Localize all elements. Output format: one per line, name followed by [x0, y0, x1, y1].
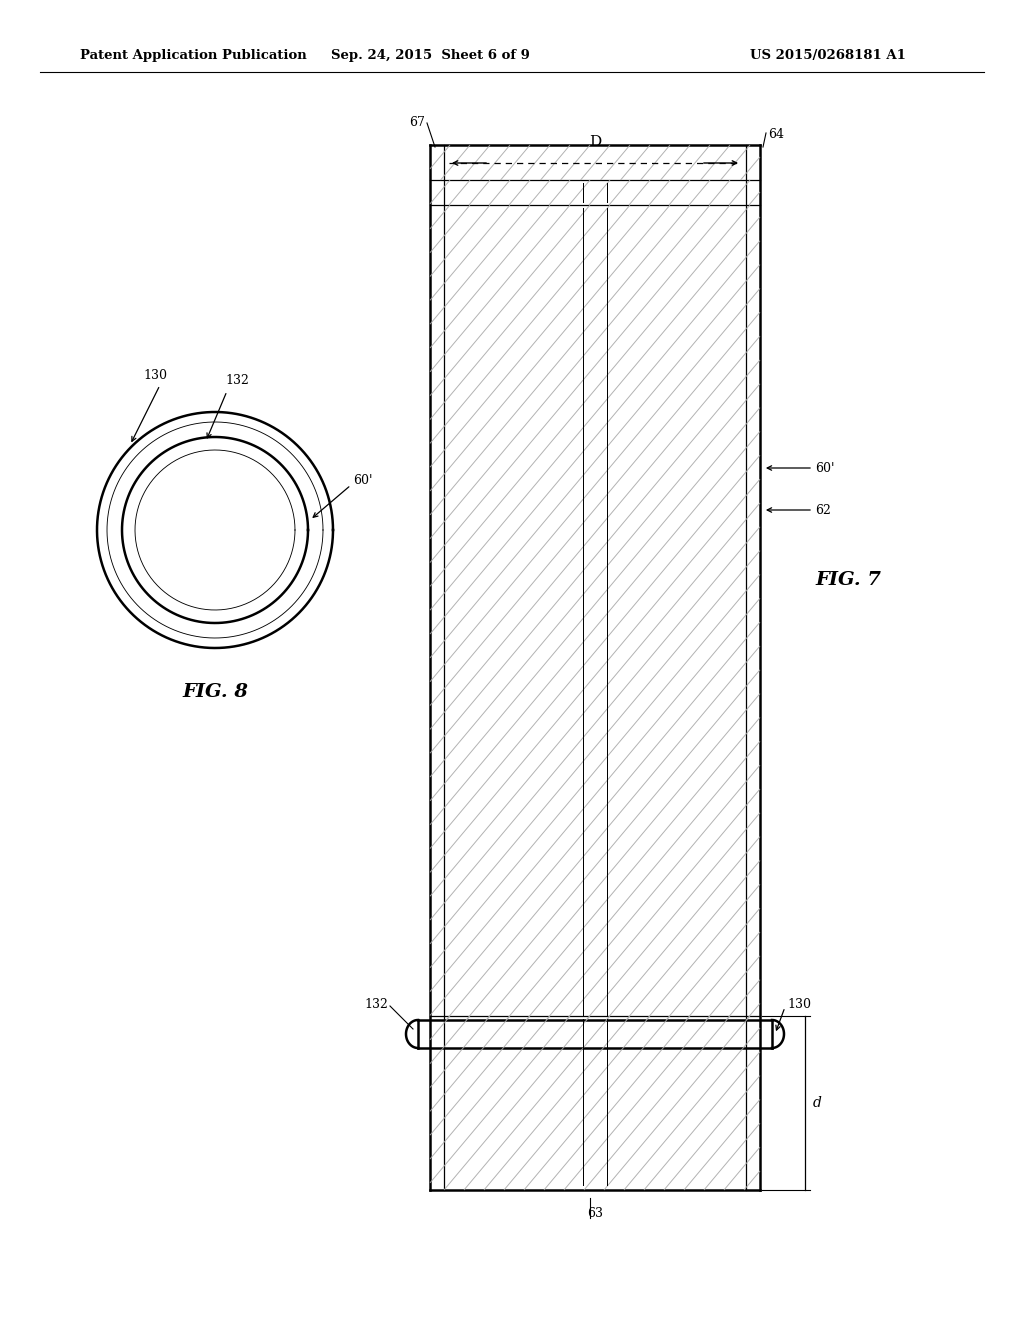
- Text: 67: 67: [410, 116, 425, 129]
- Text: D: D: [589, 135, 601, 149]
- Text: 130: 130: [143, 370, 167, 381]
- Text: FIG. 7: FIG. 7: [815, 572, 881, 589]
- Text: 132: 132: [225, 374, 249, 387]
- Text: Patent Application Publication: Patent Application Publication: [80, 49, 307, 62]
- Text: 64: 64: [768, 128, 784, 141]
- Text: 60': 60': [815, 462, 835, 474]
- Text: 132: 132: [365, 998, 388, 1011]
- Text: d: d: [813, 1096, 822, 1110]
- Text: 130: 130: [787, 998, 811, 1011]
- Text: 60': 60': [353, 474, 373, 487]
- Text: 63: 63: [587, 1206, 603, 1220]
- Text: FIG. 8: FIG. 8: [182, 682, 248, 701]
- Text: US 2015/0268181 A1: US 2015/0268181 A1: [750, 49, 906, 62]
- Text: 62: 62: [815, 503, 830, 516]
- Text: Sep. 24, 2015  Sheet 6 of 9: Sep. 24, 2015 Sheet 6 of 9: [331, 49, 529, 62]
